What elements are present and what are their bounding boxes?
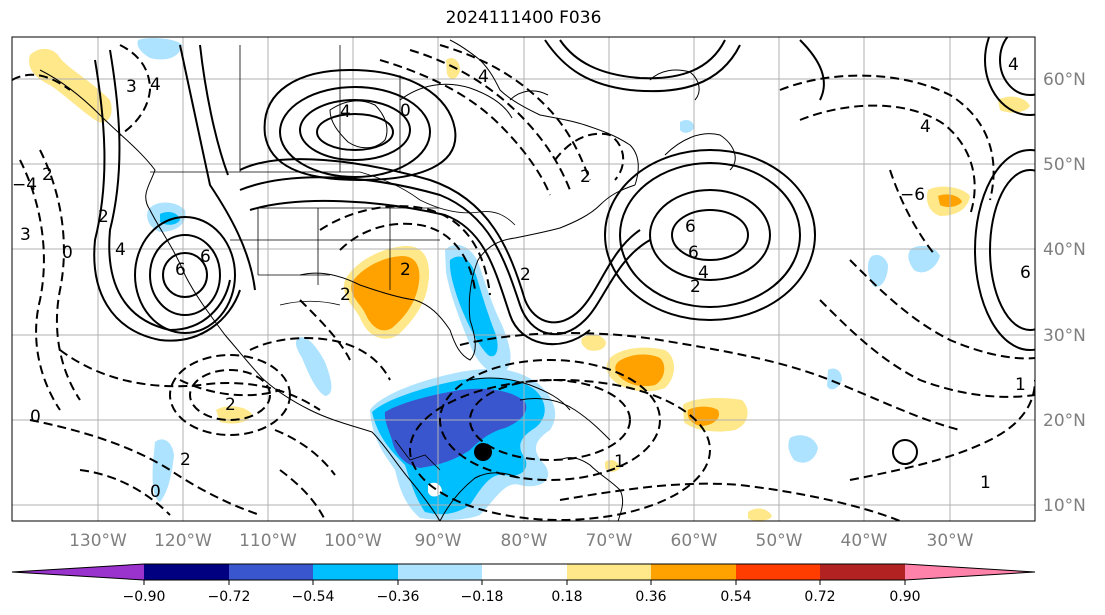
contour-label: 4	[115, 240, 126, 260]
colorbar-segment	[567, 564, 651, 580]
lon-label: 50°W	[756, 531, 803, 551]
colorbar-segment	[651, 564, 736, 580]
lon-label: 40°W	[841, 531, 888, 551]
colorbar-tick-label: −0.72	[208, 589, 251, 605]
colorbar-tick-label: 0.90	[889, 589, 920, 605]
lat-label: 10°N	[1043, 496, 1086, 516]
contour-label: 0	[400, 101, 411, 121]
colorbar-tick-label: 0.36	[635, 589, 666, 605]
contour-label: 3	[126, 77, 137, 97]
colorbar-tick-label: −0.90	[123, 589, 166, 605]
longitude-axis: 130°W 120°W 110°W 100°W 90°W 80°W 70°W 6…	[69, 531, 974, 551]
colorbar-extend-right	[905, 564, 1035, 580]
contour-label: 1	[980, 473, 991, 493]
contour-label: 2	[42, 165, 53, 185]
contour-label: 6	[1020, 263, 1031, 283]
contour-label: 3	[20, 225, 31, 245]
contour-label: 6	[175, 260, 186, 280]
contour-label: 1	[614, 452, 625, 472]
lon-label: 30°W	[927, 531, 974, 551]
contour-label-group: 4 3 2 0 4 4 2 2 6 6 2 2 2 4 6 4 2 0 −6 4…	[12, 55, 1031, 502]
lon-label: 90°W	[415, 531, 462, 551]
contour-label: 6	[688, 243, 699, 263]
colorbar-tick-label: 0.54	[720, 589, 751, 605]
colorbar-segment	[820, 564, 905, 580]
lon-label: 70°W	[586, 531, 633, 551]
colorbar-extend-left	[12, 564, 144, 580]
colorbar: −0.90 −0.72 −0.54 −0.36 −0.18 0.18 0.36 …	[11, 563, 1036, 605]
colorbar-tick-label: 0.18	[551, 589, 582, 605]
map-border	[11, 36, 1036, 522]
contour-label: 4	[150, 75, 161, 95]
contour-label: 6	[685, 217, 696, 237]
map-title: 2024111400 F036	[445, 8, 602, 28]
latitude-axis: 60°N 50°N 40°N 30°N 20°N 10°N	[1043, 70, 1086, 516]
contour-label: 2	[225, 395, 236, 415]
colorbar-tick-label: −0.18	[461, 589, 504, 605]
lon-label: 80°W	[501, 531, 548, 551]
contour-label: 2	[98, 207, 109, 227]
colorbar-segment	[398, 564, 482, 580]
lat-label: 50°N	[1043, 155, 1086, 175]
contour-label: 4	[1008, 55, 1019, 75]
lon-label: 100°W	[324, 531, 382, 551]
lat-label: 40°N	[1043, 240, 1086, 260]
contour-label: 0	[30, 407, 41, 427]
lon-label: 120°W	[154, 531, 212, 551]
colorbar-tick-label: −0.54	[292, 589, 335, 605]
shaded-field	[29, 38, 1030, 521]
colorbar-tick-label: −0.36	[377, 589, 420, 605]
colorbar-segment	[482, 564, 567, 580]
contour-label: 4	[920, 117, 931, 137]
contour-label: −4	[12, 175, 37, 195]
colorbar-tick-label: 0.72	[804, 589, 835, 605]
storm-center-marker	[474, 443, 492, 461]
dashed-contours	[12, 44, 1035, 521]
colorbar-segment	[144, 564, 229, 580]
contour-label: 2	[400, 260, 411, 280]
contour-label: 0	[150, 482, 161, 502]
contour-label: 4	[478, 67, 489, 87]
colorbar-segment	[313, 564, 398, 580]
lat-label: 60°N	[1043, 70, 1086, 90]
contour-label: 1	[1015, 375, 1026, 395]
contour-label: 2	[520, 265, 531, 285]
contour-label: 2	[580, 167, 591, 187]
contour-label: 2	[340, 285, 351, 305]
contour-label: 0	[62, 243, 73, 263]
colorbar-segment	[229, 564, 313, 580]
contour-label: 4	[698, 263, 709, 283]
contour-label: −6	[900, 185, 925, 205]
lat-label: 20°N	[1043, 411, 1086, 431]
contour-label: 4	[340, 102, 351, 122]
contour-label: 2	[180, 450, 191, 470]
lon-label: 110°W	[239, 531, 297, 551]
contour-label: 6	[200, 247, 211, 267]
political-borders	[150, 45, 516, 471]
colorbar-segment	[736, 564, 820, 580]
solid-contours	[93, 37, 1035, 465]
lon-label: 60°W	[671, 531, 718, 551]
contour-label: 2	[690, 277, 701, 297]
lon-label: 130°W	[69, 531, 127, 551]
lat-label: 30°N	[1043, 326, 1086, 346]
